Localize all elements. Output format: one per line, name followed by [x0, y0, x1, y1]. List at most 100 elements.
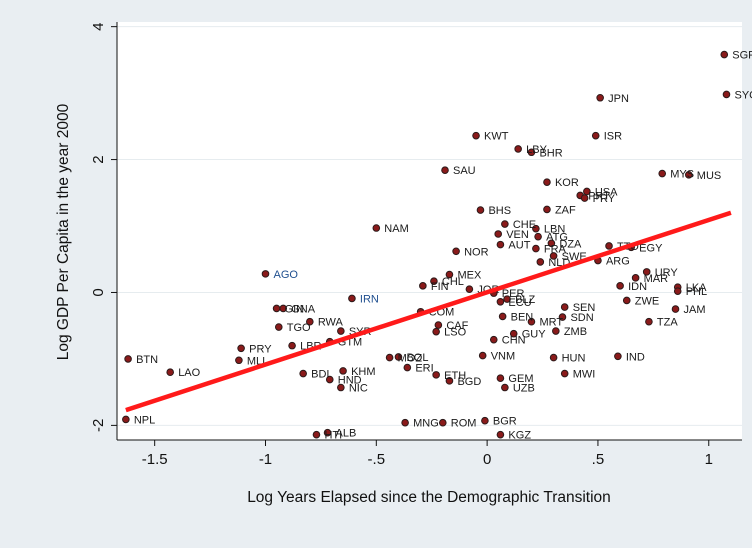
point-label: KWT	[484, 131, 509, 143]
point-label: HUN	[562, 353, 586, 365]
x-axis-title: Log Years Elapsed since the Demographic …	[247, 489, 611, 506]
x-tick-label: -1.5	[142, 451, 168, 468]
point-label: ARG	[606, 256, 630, 268]
point-label: MNG	[413, 418, 439, 430]
point-label: BHS	[488, 205, 511, 217]
data-point	[279, 304, 288, 313]
point-label: SEN	[573, 302, 596, 314]
point-label: SGP	[732, 50, 752, 62]
data-point	[124, 355, 132, 363]
point-label: JPN	[608, 93, 629, 105]
data-point	[430, 277, 438, 285]
data-point	[580, 194, 589, 202]
point-label: ECU	[508, 297, 531, 309]
y-tick-label: 4	[90, 22, 107, 30]
data-point	[527, 148, 536, 157]
point-label: LBN	[544, 224, 565, 236]
data-point	[596, 93, 604, 102]
point-label: MOZ	[398, 353, 423, 365]
point-label: FRA	[544, 244, 567, 256]
point-label: ISR	[604, 131, 622, 143]
data-point	[403, 363, 412, 372]
data-point	[432, 327, 440, 336]
point-label: URY	[655, 267, 679, 279]
data-point	[496, 297, 505, 306]
data-point	[527, 317, 536, 326]
data-point	[465, 285, 474, 293]
point-label: SYC	[734, 89, 752, 101]
data-point	[434, 321, 443, 329]
point-label: MRT	[539, 317, 563, 329]
data-point	[671, 305, 680, 313]
point-label: NOR	[464, 246, 489, 258]
data-point	[720, 50, 729, 59]
data-point	[534, 232, 542, 241]
data-point	[481, 416, 489, 425]
point-label: PRT	[588, 190, 610, 202]
plot-background	[117, 22, 742, 440]
point-label: FIN	[431, 281, 449, 293]
x-tick-label: -.5	[368, 451, 386, 468]
point-label: LSO	[444, 327, 466, 339]
data-point	[438, 418, 447, 427]
point-label: VEN	[506, 229, 529, 241]
data-point	[445, 377, 454, 385]
point-label: DZA	[559, 238, 582, 250]
data-point	[532, 224, 540, 233]
point-label: HTI	[324, 430, 342, 442]
y-tick-label: 0	[90, 288, 107, 296]
data-point	[496, 240, 505, 249]
data-point	[498, 312, 507, 321]
point-label: BGR	[493, 416, 517, 428]
point-label: EGY	[639, 242, 663, 254]
x-tick-label: 1	[705, 451, 713, 468]
point-label: VNM	[491, 351, 515, 363]
point-label: GUY	[522, 329, 547, 341]
data-point	[274, 323, 283, 331]
x-tick-label: .5	[592, 451, 605, 468]
data-point	[348, 294, 356, 303]
data-point	[673, 287, 682, 295]
point-label: MWI	[573, 369, 596, 381]
data-point	[337, 383, 345, 392]
data-points	[122, 50, 731, 439]
point-label: BDI	[311, 369, 329, 381]
point-label: ZWE	[635, 295, 659, 307]
data-point	[560, 369, 569, 378]
point-label: MYS	[670, 169, 694, 181]
point-label: PRY	[593, 193, 616, 205]
point-label: BLZ	[515, 294, 535, 306]
data-point	[122, 415, 130, 424]
point-label: IDN	[628, 281, 647, 293]
data-point	[452, 247, 460, 256]
data-point	[547, 239, 556, 248]
point-label: BHR	[539, 147, 562, 159]
y-tick-label: -2	[90, 419, 107, 432]
point-label: KHM	[351, 366, 375, 378]
data-point	[476, 206, 485, 214]
data-point	[614, 352, 622, 361]
point-label: BEN	[511, 311, 534, 323]
data-point	[401, 418, 409, 427]
point-label: ETH	[444, 370, 466, 382]
data-point	[583, 187, 591, 196]
point-label: CAF	[446, 320, 468, 332]
data-point	[532, 244, 540, 253]
point-label: ALB	[336, 428, 357, 440]
data-point	[501, 220, 509, 228]
data-point	[372, 224, 381, 232]
data-point	[494, 230, 503, 238]
data-point	[605, 242, 613, 250]
point-label: PRY	[249, 343, 272, 355]
data-point	[536, 258, 545, 266]
data-point	[509, 329, 518, 338]
data-point	[616, 282, 624, 290]
data-point	[337, 327, 345, 335]
point-label: AGO	[273, 269, 298, 281]
data-point	[591, 131, 600, 140]
point-label: AUT	[508, 240, 530, 252]
data-point	[288, 341, 296, 350]
point-label: MEX	[457, 270, 482, 282]
